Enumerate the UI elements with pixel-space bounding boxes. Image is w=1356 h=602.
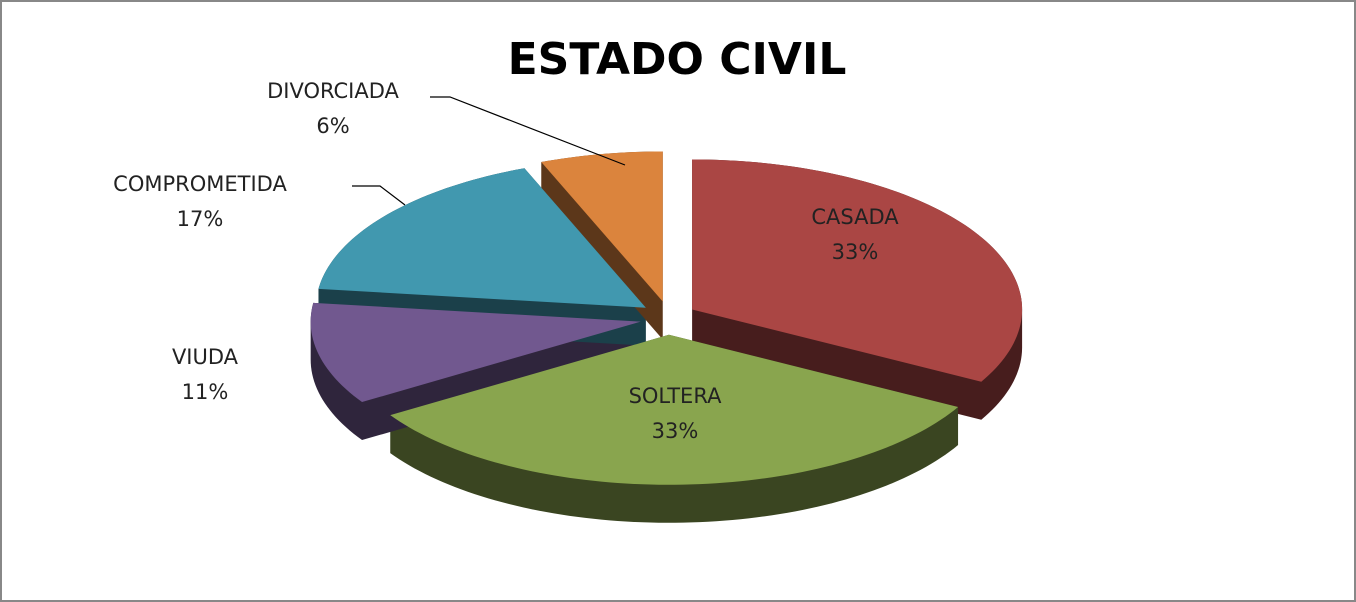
slice-value-label: 6% (316, 114, 349, 138)
slice-tops (310, 151, 1023, 485)
slice-label: SOLTERA (629, 384, 723, 408)
slice (692, 159, 1023, 382)
slice-label: COMPROMETIDA (113, 172, 287, 196)
slice (390, 334, 959, 485)
leader-line (352, 185, 406, 206)
slice-label: VIUDA (172, 345, 239, 369)
slice (318, 168, 646, 308)
leader-line (430, 96, 626, 166)
slice-value-label: 11% (182, 380, 229, 404)
slice (541, 151, 663, 302)
slice (310, 302, 641, 403)
slice-label: DIVORCIADA (267, 79, 399, 103)
slice-label: CASADA (811, 205, 899, 229)
slice-value-label: 17% (177, 207, 224, 231)
chart-title: ESTADO CIVIL (508, 34, 847, 85)
slice-value-label: 33% (652, 419, 699, 443)
slice-value-label: 33% (832, 240, 879, 264)
